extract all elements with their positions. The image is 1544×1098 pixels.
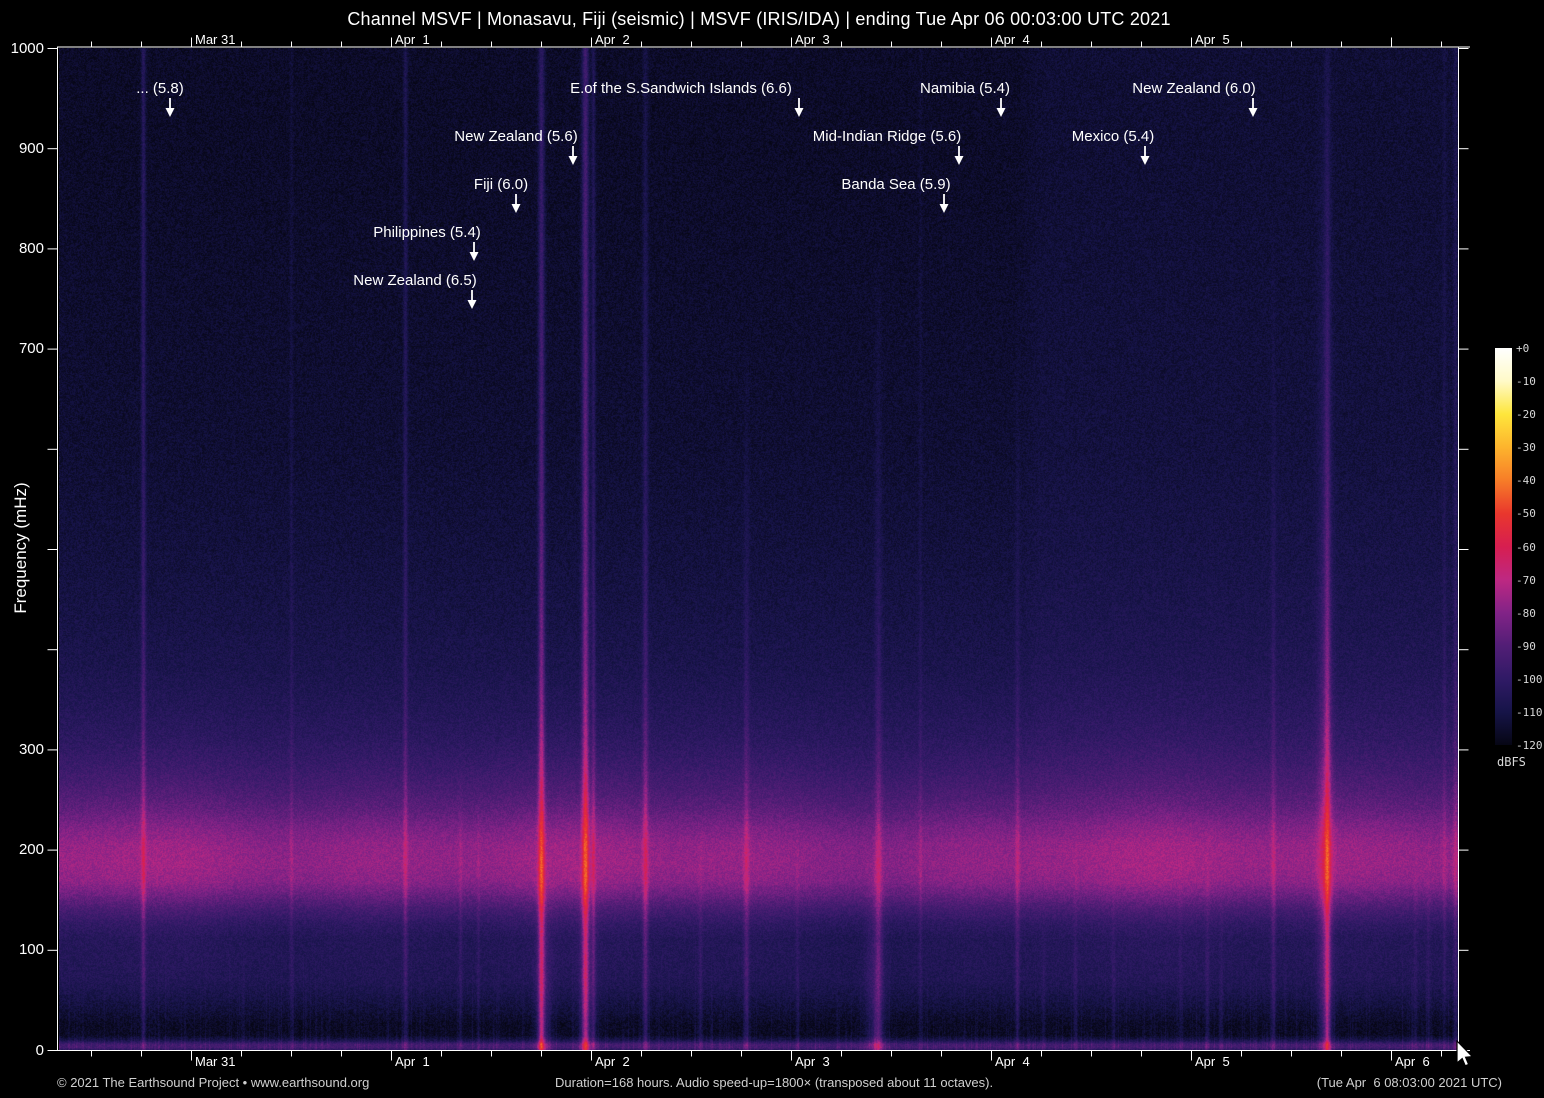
x-tick-label-top: Mar 31: [195, 31, 236, 47]
x-tick-label-bottom: Apr 3: [795, 1053, 830, 1069]
x-tick-label-top: Apr 2: [595, 31, 630, 47]
x-tick-label-bottom: Apr 1: [395, 1053, 430, 1069]
y-tick-label: 300: [18, 740, 44, 758]
page-title: Channel MSVF | Monasavu, Fiji (seismic) …: [347, 9, 1171, 29]
earthquake-annotation: Philippines (5.4): [373, 224, 481, 241]
y-tick-label: 1000: [10, 39, 44, 57]
colorbar-tick-label: -60: [1516, 540, 1536, 554]
x-tick-label-top: Apr 5: [1195, 31, 1230, 47]
y-tick-label: 0: [35, 1041, 44, 1059]
y-tick-label: 700: [18, 340, 44, 358]
x-tick-label-bottom: Apr 6: [1395, 1053, 1430, 1069]
earthquake-annotation: New Zealand (6.0): [1132, 80, 1256, 97]
colorbar-tick-label: -80: [1516, 606, 1536, 620]
y-tick-label: 100: [18, 941, 44, 959]
footer-timestamp: (Tue Apr 6 08:03:00 2021 UTC): [1316, 1075, 1502, 1090]
x-tick-label-top: Apr 1: [395, 31, 430, 47]
colorbar-tick-label: -90: [1516, 639, 1536, 653]
x-tick-label-bottom: Apr 4: [995, 1053, 1030, 1069]
colorbar-tick-label: +0: [1516, 342, 1530, 355]
earthquake-annotation: Namibia (5.4): [919, 80, 1011, 97]
colorbar-tick-label: -100: [1516, 672, 1543, 686]
x-tick-label-bottom: Apr 5: [1195, 1053, 1230, 1069]
x-tick-label-top: Apr 3: [795, 31, 830, 47]
colorbar: [1495, 348, 1512, 745]
mouse-cursor-icon[interactable]: [1455, 1040, 1485, 1074]
spectrogram-image: [59, 48, 1459, 1050]
colorbar-tick-label: -70: [1516, 573, 1536, 587]
earthquake-annotation: E.of the S.Sandwich Islands (6.6): [570, 80, 792, 97]
footer-duration: Duration=168 hours. Audio speed-up=1800×…: [555, 1075, 994, 1090]
y-tick-label: 200: [18, 841, 44, 859]
earthquake-annotation: New Zealand (5.6): [454, 128, 578, 145]
earthquake-annotation: New Zealand (6.5): [353, 272, 477, 289]
x-tick-label-top: Apr 4: [995, 31, 1030, 47]
y-axis-label: Frequency (mHz): [11, 482, 30, 614]
colorbar-tick-label: -40: [1516, 474, 1536, 488]
colorbar-tick-label: -10: [1516, 375, 1536, 389]
colorbar-tick-label: -120: [1516, 739, 1543, 752]
footer-copyright: © 2021 The Earthsound Project • www.eart…: [57, 1075, 370, 1090]
earthquake-annotation: ... (5.8): [136, 80, 184, 97]
earthquake-annotation: Mexico (5.4): [1071, 128, 1155, 145]
x-tick-label-bottom: Mar 31: [195, 1053, 236, 1069]
earthquake-annotation: Banda Sea (5.9): [841, 176, 951, 193]
colorbar-tick-label: -20: [1516, 408, 1536, 422]
y-tick-label: 800: [18, 239, 44, 257]
colorbar-unit-label: dBFS: [1497, 755, 1526, 769]
colorbar-tick-label: -50: [1516, 507, 1536, 521]
earthquake-annotation: Mid-Indian Ridge (5.6): [812, 128, 962, 145]
y-tick-label: 900: [18, 139, 44, 157]
earthquake-annotation: Fiji (6.0): [473, 176, 529, 193]
x-tick-label-bottom: Apr 2: [595, 1053, 630, 1069]
colorbar-tick-label: -110: [1516, 705, 1543, 719]
colorbar-tick-label: -30: [1516, 441, 1536, 455]
